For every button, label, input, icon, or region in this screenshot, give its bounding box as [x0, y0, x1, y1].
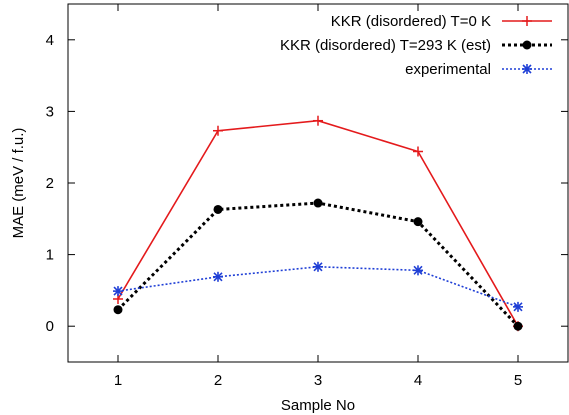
data-point	[313, 198, 323, 208]
x-axis-label: Sample No	[281, 397, 355, 414]
y-tick-label: 0	[46, 318, 54, 335]
series-3	[113, 261, 523, 312]
legend-marker	[522, 16, 532, 26]
legend-item-1: KKR (disordered) T=0 K	[331, 13, 552, 30]
data-point	[113, 286, 123, 297]
y-tick-label: 4	[46, 32, 54, 49]
data-point	[413, 265, 423, 276]
data-point	[313, 115, 323, 126]
data-point	[213, 125, 223, 136]
legend: KKR (disordered) T=0 K KKR (disordered) T…	[280, 13, 552, 78]
data-point	[113, 305, 123, 315]
series-line	[117, 119, 519, 327]
plot-frame	[67, 3, 569, 363]
legend-item-3: experimental	[405, 61, 552, 78]
data-series	[113, 115, 523, 332]
series-1	[113, 115, 523, 332]
data-point	[413, 146, 423, 157]
legend-label: KKR (disordered) T=293 K (est)	[280, 37, 491, 54]
x-tick-label: 3	[314, 372, 322, 389]
x-tick-label: 2	[214, 372, 222, 389]
y-tick-label: 2	[46, 175, 54, 192]
plot-border	[67, 3, 569, 363]
data-point	[313, 261, 323, 272]
legend-label: experimental	[405, 61, 491, 78]
y-tick-label: 3	[46, 103, 54, 120]
series-line	[117, 265, 519, 308]
axis-ticks: 1 2 3 4 5 0 1 2 3 4	[46, 4, 568, 389]
data-point	[513, 321, 523, 331]
legend-label: KKR (disordered) T=0 K	[331, 13, 491, 30]
y-tick-label: 1	[46, 247, 54, 264]
legend-marker	[522, 40, 532, 50]
series-2	[113, 198, 523, 331]
x-tick-label: 1	[114, 372, 122, 389]
data-point	[213, 271, 223, 282]
x-tick-label: 4	[414, 372, 422, 389]
legend-marker	[522, 64, 532, 74]
legend-item-2: KKR (disordered) T=293 K (est)	[280, 37, 552, 54]
data-point	[413, 217, 423, 227]
y-axis-label: MAE (meV / f.u.)	[10, 128, 27, 239]
data-point	[513, 301, 523, 312]
data-point	[213, 204, 223, 214]
x-tick-label: 5	[514, 372, 522, 389]
